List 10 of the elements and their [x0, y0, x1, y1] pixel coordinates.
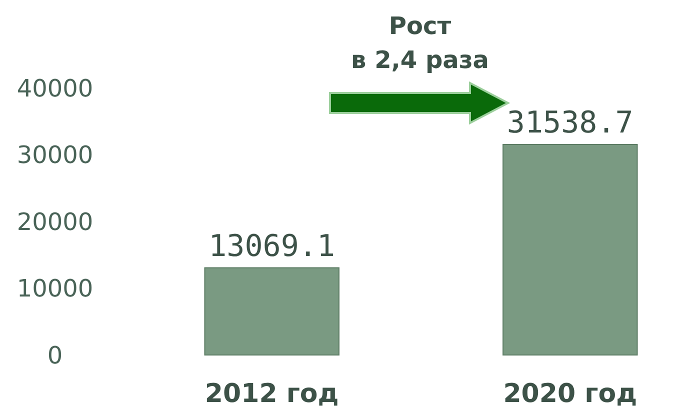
data-label: 13069.1 [208, 228, 336, 264]
y-tick-label: 40000 [16, 74, 94, 102]
y-tick-label: 10000 [16, 274, 94, 303]
text: Рост в 2,4 раза [351, 12, 489, 74]
data-label: 31538.7 [506, 105, 634, 140]
y-tick-label: 30000 [16, 141, 94, 170]
y-tick-label: 20000 [16, 208, 94, 236]
x-tick-label: 2020 год [503, 379, 638, 409]
y-tick-label: 0 [47, 341, 63, 370]
x-tick-label: 2012 год [204, 379, 339, 409]
